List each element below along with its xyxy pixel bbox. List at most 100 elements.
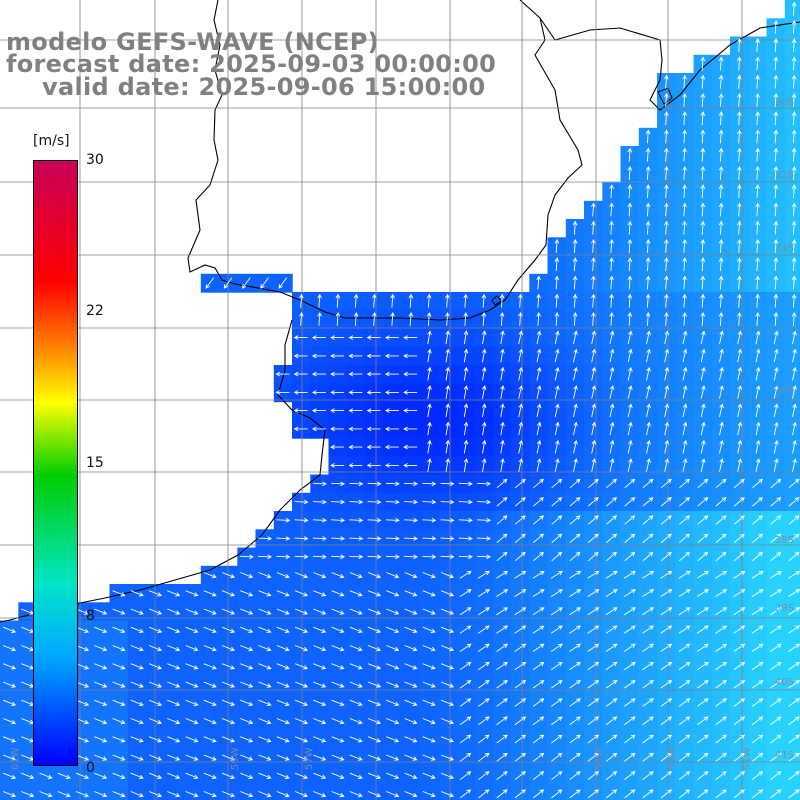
wind-arrow bbox=[642, 551, 654, 562]
wind-arrow bbox=[550, 625, 563, 634]
wind-arrow bbox=[275, 371, 290, 377]
wind-arrow bbox=[770, 533, 782, 543]
wind-arrow bbox=[660, 789, 672, 799]
wind-arrow bbox=[554, 348, 560, 363]
wind-arrow bbox=[299, 293, 304, 308]
wind-arrow bbox=[769, 625, 782, 634]
wind-arrow bbox=[203, 681, 217, 688]
wind-cell bbox=[602, 784, 622, 800]
wind-arrow bbox=[664, 147, 669, 162]
wind-arrow bbox=[205, 277, 215, 289]
wind-arrow bbox=[167, 718, 181, 725]
wind-cell bbox=[766, 638, 786, 658]
wind-arrow bbox=[532, 625, 545, 634]
wind-arrow bbox=[660, 680, 673, 689]
wind-cell bbox=[273, 273, 293, 293]
wind-arrow bbox=[330, 390, 345, 395]
wind-cell bbox=[638, 784, 658, 800]
wind-cell bbox=[657, 602, 676, 622]
wind-arrow bbox=[276, 681, 290, 688]
wind-arrow bbox=[313, 699, 327, 706]
wind-cell bbox=[657, 784, 676, 800]
wind-arrow bbox=[240, 772, 254, 779]
wind-arrow bbox=[331, 718, 345, 725]
wind-arrow bbox=[791, 257, 797, 272]
wind-arrow bbox=[348, 426, 363, 432]
wind-arrow bbox=[660, 533, 672, 543]
wind-arrow bbox=[440, 791, 455, 798]
wind-arrow bbox=[624, 734, 636, 744]
wind-cell bbox=[273, 784, 293, 800]
wind-arrow bbox=[573, 385, 578, 399]
wind-arrow bbox=[75, 663, 90, 670]
wind-cell bbox=[547, 602, 567, 622]
wind-arrow bbox=[478, 734, 490, 744]
wind-arrow bbox=[260, 277, 269, 289]
wind-arrow bbox=[313, 681, 327, 688]
wind-arrow bbox=[496, 570, 509, 579]
wind-arrow bbox=[718, 74, 724, 89]
wind-arrow bbox=[550, 643, 563, 652]
wind-arrow bbox=[733, 734, 746, 744]
wind-cell bbox=[784, 310, 800, 330]
wind-arrow bbox=[221, 791, 236, 798]
wind-arrow bbox=[276, 736, 290, 743]
wind-cell bbox=[784, 492, 800, 512]
wind-arrow bbox=[664, 184, 669, 199]
wind-arrow bbox=[678, 771, 691, 780]
wind-arrow bbox=[718, 111, 724, 126]
wind-arrow bbox=[737, 202, 742, 217]
wind-arrow bbox=[422, 718, 436, 725]
wind-arrow bbox=[609, 385, 615, 399]
wind-cell bbox=[565, 547, 585, 567]
wind-arrow bbox=[459, 752, 472, 762]
wind-arrow bbox=[715, 589, 728, 597]
wind-arrow bbox=[755, 385, 761, 399]
wind-arrow bbox=[221, 572, 236, 579]
wind-cell bbox=[492, 711, 512, 731]
model-title: modelo GEFS-WAVE (NCEP) bbox=[6, 28, 379, 56]
wind-arrow bbox=[682, 385, 688, 399]
wind-arrow bbox=[367, 626, 382, 633]
wind-arrow bbox=[645, 129, 651, 144]
lat-label: 32S bbox=[774, 170, 794, 181]
wind-arrow bbox=[203, 626, 217, 633]
wind-arrow bbox=[294, 608, 309, 615]
wind-arrow bbox=[682, 330, 688, 345]
wind-cell bbox=[730, 675, 749, 695]
wind-arrow bbox=[609, 366, 615, 381]
wind-cell bbox=[748, 638, 768, 658]
wind-arrow bbox=[366, 444, 381, 450]
wind-cell bbox=[784, 91, 800, 111]
wind-arrow bbox=[331, 645, 345, 652]
wind-arrow bbox=[733, 478, 745, 489]
wind-arrow bbox=[554, 293, 560, 308]
wind-arrow bbox=[203, 791, 217, 798]
wind-arrow bbox=[130, 718, 144, 725]
wind-arrow bbox=[366, 335, 381, 340]
wind-cell bbox=[638, 711, 658, 731]
wind-cell bbox=[638, 584, 658, 603]
wind-arrow bbox=[496, 625, 509, 634]
lat-label: 40S bbox=[774, 677, 794, 688]
wind-arrow bbox=[258, 754, 272, 761]
wind-arrow bbox=[700, 385, 706, 399]
wind-arrow bbox=[403, 371, 418, 377]
wind-arrow bbox=[569, 515, 581, 525]
wind-arrow bbox=[148, 736, 163, 743]
wind-arrow bbox=[664, 403, 670, 418]
wind-cell bbox=[693, 657, 713, 676]
wind-arrow bbox=[733, 570, 746, 579]
wind-cell bbox=[547, 620, 567, 640]
wind-arrow bbox=[605, 734, 618, 744]
wind-arrow bbox=[331, 481, 346, 487]
wind-arrow bbox=[551, 661, 563, 671]
wind-arrow bbox=[477, 536, 492, 541]
wind-arrow bbox=[404, 736, 418, 743]
wind-arrow bbox=[75, 791, 90, 798]
wind-cell bbox=[693, 693, 713, 713]
wind-arrow bbox=[679, 497, 691, 507]
wind-arrow bbox=[384, 463, 399, 468]
wind-cell bbox=[675, 511, 695, 530]
wind-arrow bbox=[773, 458, 779, 472]
